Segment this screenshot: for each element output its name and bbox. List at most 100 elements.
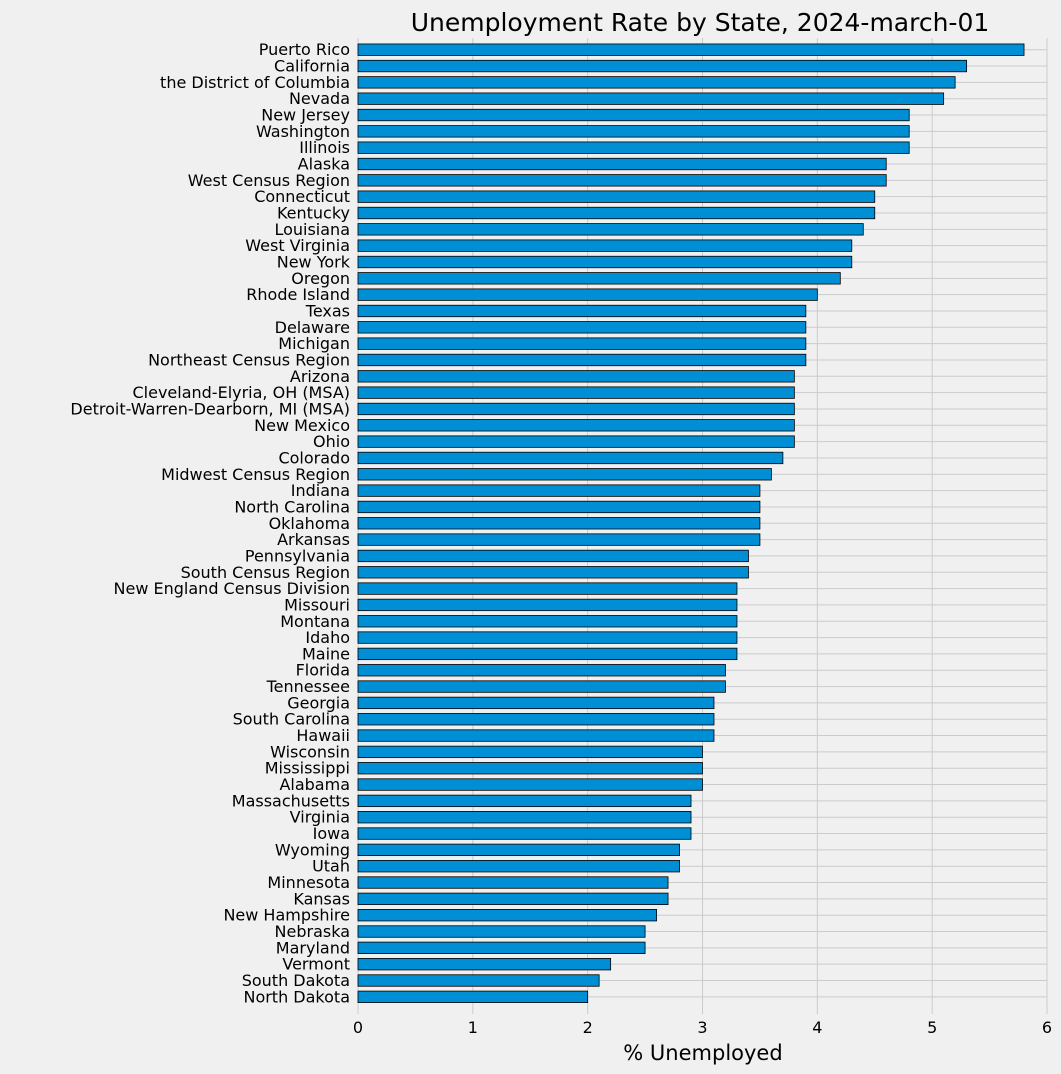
bar — [357, 174, 887, 187]
bar — [357, 892, 669, 906]
bar — [357, 206, 876, 220]
category-label: Arizona — [290, 367, 350, 386]
bar — [357, 811, 692, 824]
bar — [357, 435, 795, 448]
bar — [357, 402, 795, 416]
category-label: Maryland — [276, 938, 350, 957]
bar — [357, 304, 807, 318]
bar — [357, 255, 853, 269]
bar — [357, 794, 692, 808]
bar — [357, 76, 956, 89]
bar — [357, 647, 738, 661]
bar — [357, 631, 738, 644]
bar — [357, 353, 807, 367]
category-label: Alabama — [279, 775, 350, 794]
x-tick-label: 2 — [583, 1018, 593, 1037]
category-label: North Dakota — [243, 987, 350, 1006]
category-label: Northeast Census Region — [148, 350, 350, 369]
bar — [357, 321, 807, 334]
bar — [357, 549, 749, 563]
category-label: Kansas — [293, 889, 350, 908]
x-tick-label: 4 — [812, 1018, 822, 1037]
category-label: South Census Region — [181, 563, 350, 582]
bar — [357, 43, 1025, 56]
bar — [357, 958, 612, 971]
category-label: Minnesota — [267, 873, 350, 892]
bar — [357, 108, 910, 122]
category-label: North Carolina — [234, 497, 350, 516]
bar — [357, 386, 795, 399]
x-axis-title: % Unemployed — [623, 1041, 782, 1065]
category-label: Arkansas — [277, 530, 350, 549]
bar — [357, 190, 876, 203]
category-label: Pennsylvania — [245, 546, 350, 565]
category-label: Mississippi — [265, 759, 350, 778]
bar — [357, 484, 761, 497]
category-label: South Dakota — [242, 971, 350, 990]
category-label: Puerto Rico — [259, 40, 350, 59]
category-label: New England Census Division — [114, 579, 350, 598]
category-label: Missouri — [284, 595, 350, 614]
category-label: Indiana — [291, 481, 350, 500]
bar — [357, 582, 738, 595]
category-label: South Carolina — [233, 710, 350, 729]
bar — [357, 598, 738, 612]
category-label: Alaska — [298, 155, 350, 174]
bar — [357, 909, 657, 922]
category-label: Florida — [296, 661, 350, 680]
category-label: Wyoming — [275, 840, 350, 859]
category-label: New York — [277, 252, 351, 271]
bar — [357, 370, 795, 383]
bar — [357, 92, 945, 105]
bar — [357, 745, 703, 759]
bar — [357, 941, 646, 954]
x-tick-labels: 0 1 2 3 4 5 6 — [353, 1018, 1052, 1037]
category-label: Wisconsin — [270, 742, 350, 761]
bar — [357, 468, 772, 481]
category-label: Illinois — [299, 138, 350, 157]
bar — [357, 533, 761, 546]
bar — [357, 664, 726, 677]
bars-group — [357, 43, 1025, 1003]
bar — [357, 990, 589, 1003]
category-label: Georgia — [287, 693, 350, 712]
category-label: Maine — [302, 644, 350, 663]
category-label: Nevada — [289, 89, 350, 108]
category-label: Cleveland-Elyria, OH (MSA) — [132, 383, 350, 402]
category-label: New Mexico — [254, 416, 350, 435]
x-tick-label: 1 — [468, 1018, 478, 1037]
category-label: California — [274, 57, 350, 76]
category-label: Vermont — [282, 955, 350, 974]
bar — [357, 517, 761, 530]
category-label: Washington — [256, 122, 350, 141]
category-label: Hawaii — [296, 726, 350, 745]
category-label: Ohio — [313, 432, 350, 451]
category-label: West Census Region — [188, 171, 350, 190]
bar — [357, 125, 910, 138]
bar — [357, 566, 749, 579]
category-label: New Jersey — [261, 106, 350, 125]
bar — [357, 778, 703, 791]
bar — [357, 974, 600, 987]
category-label: Idaho — [305, 628, 350, 647]
bar — [357, 141, 910, 154]
chart-title: Unemployment Rate by State, 2024-march-0… — [411, 8, 990, 37]
category-label: New Hampshire — [223, 906, 350, 925]
bar — [357, 729, 715, 742]
bar — [357, 239, 853, 252]
category-label: Montana — [280, 612, 350, 631]
category-label: Texas — [305, 301, 350, 320]
bar — [357, 59, 968, 73]
category-label: Kentucky — [277, 204, 350, 223]
category-label: Iowa — [313, 824, 350, 843]
bar — [357, 337, 807, 350]
bar — [357, 157, 887, 171]
category-label: Midwest Census Region — [161, 465, 350, 484]
bar — [357, 223, 864, 236]
category-label: Detroit-Warren-Dearborn, MI (MSA) — [70, 399, 350, 418]
category-label: Rhode Island — [246, 285, 350, 304]
bar — [357, 615, 738, 628]
bar — [357, 713, 715, 726]
